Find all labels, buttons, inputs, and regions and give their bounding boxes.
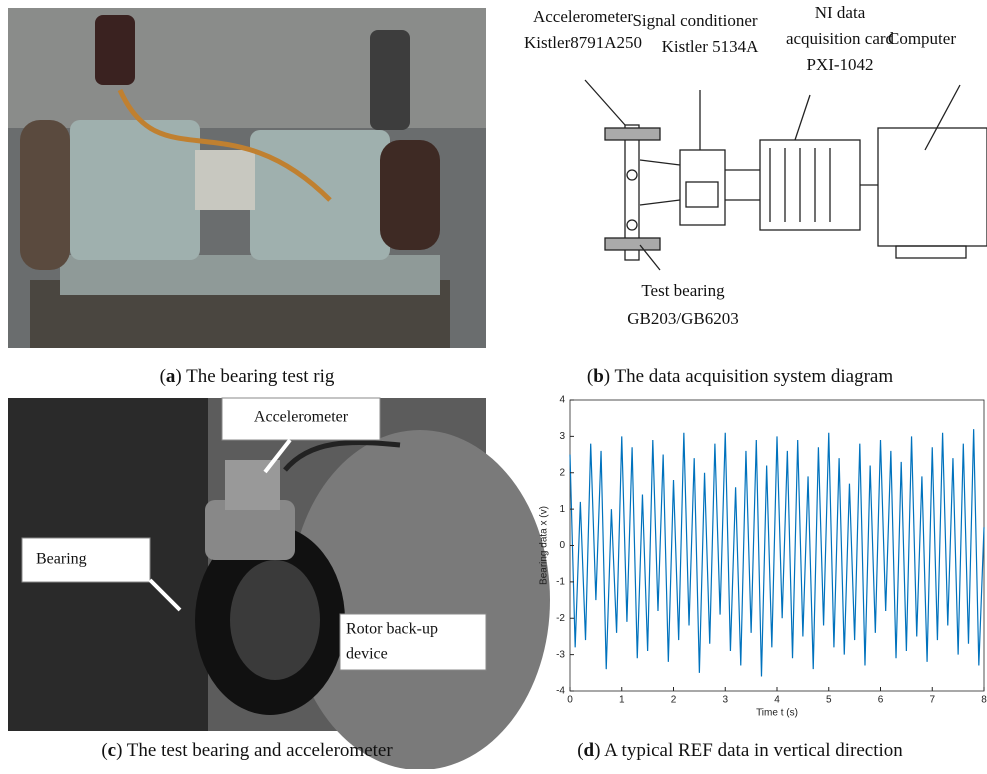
x-tick-label: 4 xyxy=(774,695,780,706)
x-tick-label: 6 xyxy=(878,695,884,706)
label: Signal conditioner xyxy=(632,11,757,30)
x-axis-label: Time t (s) xyxy=(756,708,798,719)
diagram-labels: Accelerometer Kistler8791A250 Signal con… xyxy=(524,3,956,328)
label: Computer xyxy=(888,29,956,48)
caption-d: (d) A typical REF data in vertical direc… xyxy=(577,740,903,761)
y-tick-label: -4 xyxy=(556,686,565,697)
caption-b: (b) The data acquisition system diagram xyxy=(587,366,893,387)
y-tick-label: -2 xyxy=(556,613,565,624)
label: Accelerometer xyxy=(254,409,349,426)
caption-text: ) The data acquisition system diagram xyxy=(604,366,894,387)
x-tick-label: 8 xyxy=(981,695,987,706)
photo-test-rig xyxy=(8,8,486,348)
label: Kistler 5134A xyxy=(662,37,760,56)
x-tick-label: 5 xyxy=(826,695,832,706)
y-tick-label: 3 xyxy=(559,431,565,442)
label: acquisition card xyxy=(786,29,895,48)
x-tick-label: 0 xyxy=(567,695,573,706)
caption-text: ) The bearing test rig xyxy=(175,366,334,387)
page: {"panel_a": {"caption": ["(", "a", ") Th… xyxy=(0,0,987,769)
caption-c: (c) The test bearing and accelerometer xyxy=(101,740,393,761)
label: Rotor back-up xyxy=(346,621,438,638)
caption-letter: d xyxy=(584,740,595,761)
caption-text: ) A typical REF data in vertical directi… xyxy=(594,740,903,761)
acquisition-diagram xyxy=(585,80,987,270)
label: Test bearing xyxy=(641,281,725,300)
x-tick-label: 2 xyxy=(671,695,677,706)
caption-letter: a xyxy=(166,366,176,387)
label: device xyxy=(346,646,388,663)
x-tick-label: 1 xyxy=(619,695,625,706)
y-axis-label: Bearing data x (v) xyxy=(539,506,550,585)
figure: (a) The bearing test rig Accelerometer K… xyxy=(0,0,987,769)
y-tick-label: -1 xyxy=(556,577,565,588)
label: PXI-1042 xyxy=(806,55,873,74)
y-tick-label: 0 xyxy=(559,540,565,551)
label: Bearing xyxy=(36,551,87,568)
caption-a: (a) The bearing test rig xyxy=(160,366,335,387)
label: Accelerometer xyxy=(533,7,633,26)
caption-letter: c xyxy=(108,740,116,761)
label: Kistler8791A250 xyxy=(524,33,642,52)
y-tick-label: 2 xyxy=(559,467,565,478)
x-tick-label: 3 xyxy=(722,695,728,706)
y-tick-label: 1 xyxy=(559,504,565,515)
x-tick-label: 7 xyxy=(929,695,935,706)
caption-text: ) The test bearing and accelerometer xyxy=(116,740,393,761)
caption-letter: b xyxy=(593,366,604,387)
y-tick-label: -3 xyxy=(556,649,565,660)
label: GB203/GB6203 xyxy=(627,309,738,328)
y-tick-label: 4 xyxy=(559,395,565,406)
chart: 0 1 2 3 4 5 6 7 8 -4 -3 -2 -1 0 1 2 3 4 Time t (s) Bearing … xyxy=(539,395,987,719)
label: NI data xyxy=(815,3,866,22)
